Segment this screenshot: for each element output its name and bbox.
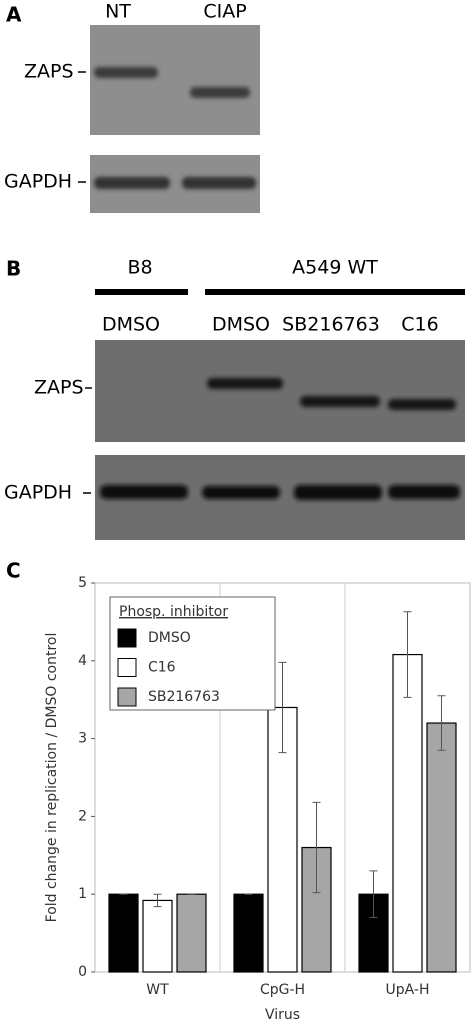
- error-bar: [278, 661, 287, 754]
- bar: [176, 893, 207, 973]
- y-tick-label: 4: [78, 653, 87, 669]
- group-label: B8: [127, 257, 152, 279]
- y-tick-label: 5: [78, 575, 87, 591]
- error-bar: [437, 695, 446, 751]
- legend-box: [109, 596, 276, 711]
- blot: [90, 25, 260, 135]
- band: [100, 485, 188, 499]
- band: [388, 399, 456, 410]
- band: [388, 485, 460, 499]
- band: [190, 87, 250, 98]
- band: [94, 67, 158, 78]
- lane-label: NT: [105, 1, 131, 23]
- x-tick-label: WT: [146, 982, 169, 998]
- error-bar: [369, 870, 378, 919]
- legend-swatch: [117, 628, 137, 648]
- y-tick-label: 0: [78, 964, 87, 980]
- lane-label: CIAP: [203, 1, 246, 23]
- band: [294, 485, 382, 500]
- row-label: GAPDH: [4, 171, 72, 193]
- bar: [392, 653, 423, 973]
- band: [202, 486, 280, 499]
- legend-label: DMSO: [148, 630, 191, 646]
- group-label: A549 WT: [292, 257, 378, 279]
- bar: [426, 722, 457, 973]
- row-label: ZAPS: [24, 61, 74, 83]
- error-bar: [312, 801, 321, 894]
- error-bar: [403, 611, 412, 698]
- y-tick-label: 3: [78, 731, 87, 747]
- legend-title: Phosp. inhibitor: [119, 604, 228, 620]
- legend-label: SB216763: [148, 689, 220, 705]
- error-bar: [153, 893, 162, 908]
- group-bar: [95, 289, 188, 295]
- lane-label: SB216763: [282, 314, 380, 336]
- band: [300, 396, 380, 407]
- panel-letter: B: [6, 257, 21, 281]
- x-axis-label: Virus: [265, 1007, 300, 1023]
- bar-chart: 0 1 2 3 4 5 Fold change in replication / DMSO …: [44, 575, 471, 1023]
- panel-letter: C: [6, 559, 21, 583]
- y-tick-label: 1: [78, 886, 87, 902]
- lane-label: DMSO: [102, 314, 160, 336]
- band: [182, 177, 256, 189]
- legend-swatch: [117, 658, 137, 677]
- band: [207, 378, 283, 389]
- y-axis-label: Fold change in replication / DMSO contro…: [44, 633, 60, 923]
- x-tick-label: CpG-H: [260, 982, 305, 998]
- bar: [233, 893, 264, 973]
- bar: [142, 899, 173, 973]
- panel-letter: A: [6, 3, 22, 27]
- blot: [95, 340, 465, 442]
- lane-label: DMSO: [212, 314, 270, 336]
- bar: [108, 893, 139, 973]
- y-tick-label: 2: [78, 808, 87, 824]
- row-label: GAPDH: [4, 482, 72, 504]
- group-bar: [205, 289, 465, 295]
- row-label: ZAPS: [34, 377, 84, 399]
- band: [94, 177, 170, 189]
- legend-label: C16: [148, 660, 176, 676]
- lane-label: C16: [401, 314, 438, 336]
- x-tick-label: UpA-H: [386, 982, 430, 998]
- legend-swatch: [117, 687, 137, 707]
